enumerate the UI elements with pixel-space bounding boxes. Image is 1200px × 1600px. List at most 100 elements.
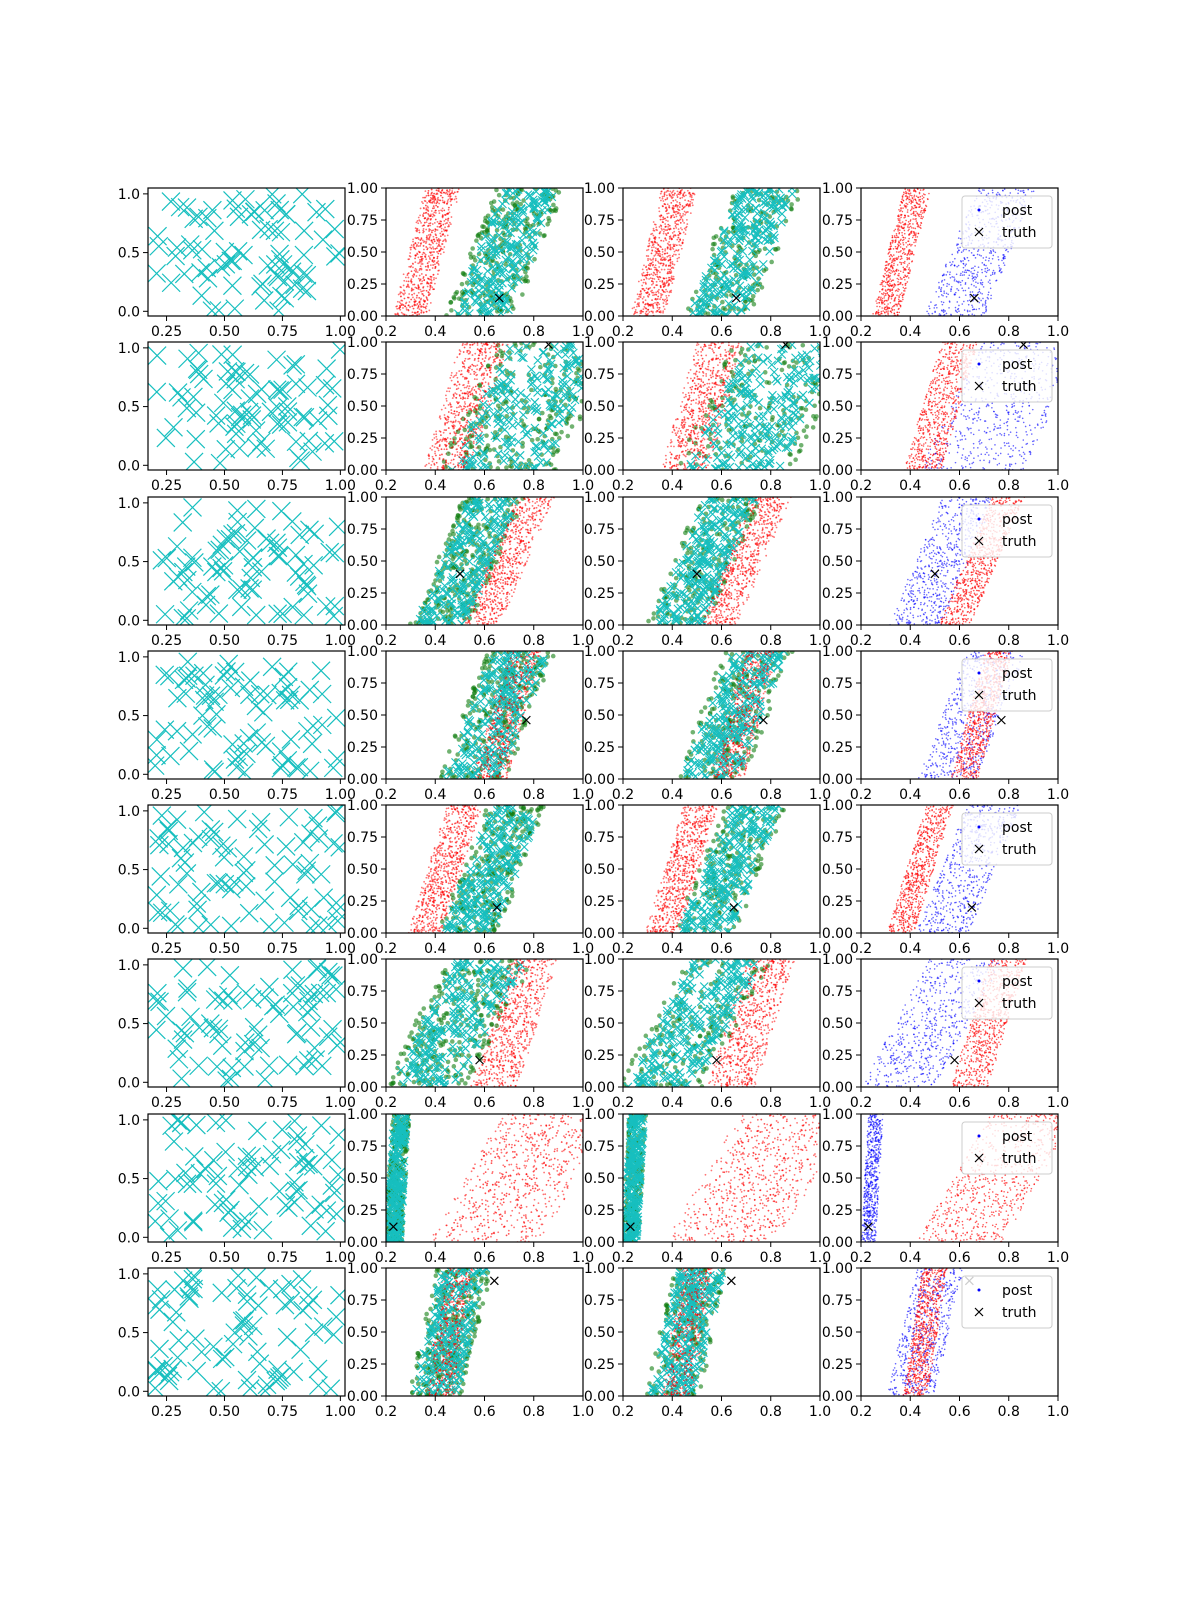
red-point [680, 216, 683, 219]
red-point [902, 236, 904, 239]
cyan-marker [719, 282, 729, 292]
red-point [681, 218, 684, 221]
cyan-marker [517, 218, 526, 227]
cyan-marker [517, 236, 527, 245]
green-point [498, 427, 503, 433]
red-point [686, 223, 689, 225]
red-point [414, 286, 417, 289]
red-point [647, 255, 650, 257]
red-point [897, 228, 900, 230]
red-point [662, 228, 665, 231]
red-point [458, 349, 461, 351]
red-point [412, 238, 414, 241]
red-point [416, 287, 418, 290]
red-point [447, 427, 450, 429]
truth-marker [494, 293, 504, 303]
red-point [690, 194, 693, 197]
red-point [654, 253, 657, 256]
red-point [652, 229, 655, 232]
blue-point [950, 290, 952, 292]
x-tick-label: 0.75 [267, 324, 298, 340]
red-point [900, 300, 903, 303]
red-point [427, 189, 430, 192]
blue-point [967, 277, 970, 279]
red-point [419, 239, 422, 242]
red-point [903, 247, 906, 250]
red-point [449, 432, 452, 435]
cyan-marker [739, 190, 749, 200]
red-point [445, 394, 447, 397]
cyan-marker [577, 383, 583, 393]
red-point [906, 211, 909, 213]
red-point [685, 218, 688, 221]
y-tick-label: 0.25 [347, 277, 378, 293]
blue-point [964, 283, 967, 285]
red-point [439, 248, 442, 251]
green-point [548, 462, 554, 467]
prior-marker [205, 221, 224, 241]
cyan-marker [531, 446, 541, 456]
red-point [901, 257, 903, 260]
red-point [885, 277, 888, 280]
red-point [431, 455, 434, 458]
red-point [903, 238, 905, 241]
red-point [678, 232, 681, 235]
green-point [481, 224, 487, 230]
cyan-marker [561, 403, 571, 413]
red-point [661, 256, 664, 259]
red-point [640, 312, 643, 314]
red-point [451, 190, 454, 192]
red-point [670, 201, 673, 204]
red-point [690, 196, 693, 199]
red-point [460, 417, 462, 420]
blue-point [963, 274, 966, 276]
red-point [469, 351, 472, 353]
red-point [897, 243, 899, 246]
blue-point [967, 269, 969, 272]
green-point [521, 198, 526, 203]
red-point [641, 268, 644, 271]
cyan-marker [522, 392, 532, 402]
cyan-marker [519, 230, 528, 240]
red-point [431, 194, 434, 197]
red-point [652, 221, 655, 223]
green-point [769, 259, 774, 265]
cyan-marker [758, 228, 768, 238]
cyan-marker [500, 384, 510, 394]
red-point [432, 251, 434, 253]
red-point [681, 228, 683, 231]
cyan-marker [512, 247, 522, 257]
red-point [921, 207, 923, 209]
red-point [407, 272, 410, 274]
red-point [403, 279, 406, 282]
red-point [456, 401, 458, 403]
red-point [408, 265, 411, 268]
cyan-marker [518, 206, 528, 215]
cyan-marker [503, 352, 513, 362]
red-point [442, 233, 445, 236]
red-point [903, 216, 905, 219]
red-point [875, 311, 878, 313]
red-point [458, 401, 460, 404]
red-point [876, 302, 878, 304]
cyan-marker [719, 228, 729, 237]
blue-point [991, 273, 994, 276]
red-point [653, 278, 656, 280]
y-tick-label: 0.00 [347, 309, 378, 325]
blue-point [950, 264, 952, 267]
red-point [444, 213, 446, 216]
red-point [648, 238, 651, 241]
red-point [433, 201, 436, 204]
red-point [433, 192, 435, 195]
red-point [683, 191, 686, 194]
red-point [645, 310, 648, 313]
red-point [433, 282, 436, 285]
prior-marker [273, 254, 293, 274]
cyan-marker [528, 245, 538, 255]
green-point [789, 202, 794, 207]
y-tick-label: 0.00 [584, 309, 615, 325]
prior-marker [246, 421, 266, 440]
prior-marker [168, 383, 188, 402]
red-point [666, 247, 669, 250]
red-point [415, 300, 417, 303]
